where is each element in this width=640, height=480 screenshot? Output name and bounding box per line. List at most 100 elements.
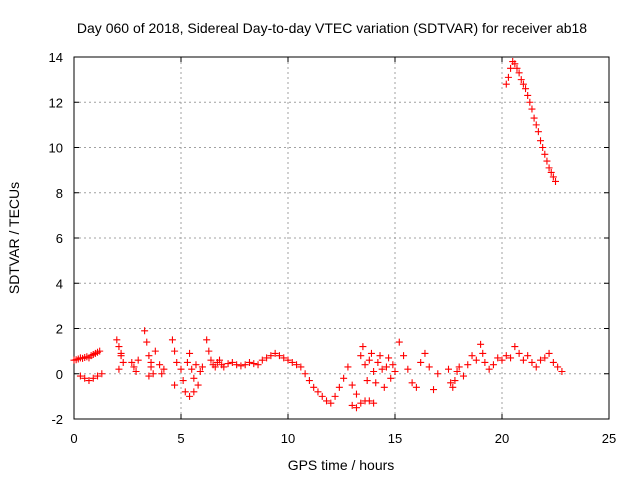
data-point <box>537 137 545 145</box>
data-point <box>489 361 497 369</box>
data-point <box>241 361 249 369</box>
data-point <box>382 363 390 371</box>
data-point <box>374 358 382 366</box>
data-point <box>151 347 159 355</box>
y-tick-label: 2 <box>56 322 63 337</box>
data-point <box>314 388 322 396</box>
y-tick-label: 10 <box>49 141 63 156</box>
data-point <box>192 361 200 369</box>
data-point <box>284 356 292 364</box>
data-point <box>532 363 540 371</box>
data-point <box>130 363 138 371</box>
x-axis-label: GPS time / hours <box>288 457 395 473</box>
data-point <box>81 374 89 382</box>
data-point <box>524 91 532 99</box>
data-point <box>119 358 127 366</box>
data-point <box>477 340 485 348</box>
data-point <box>258 356 266 364</box>
data-point <box>224 360 232 368</box>
y-tick-label: 6 <box>56 231 63 246</box>
data-point <box>340 374 348 382</box>
data-point <box>310 383 318 391</box>
data-point <box>365 356 373 364</box>
y-tick-label: 12 <box>49 95 63 110</box>
data-point <box>412 383 420 391</box>
data-point <box>541 354 549 362</box>
data-point <box>98 370 106 378</box>
data-point <box>389 361 397 369</box>
data-point <box>513 64 521 72</box>
data-point <box>143 338 151 346</box>
axis-ticks: 0 5 10 15 20 25 -2 0 2 4 6 8 10 12 14 <box>49 50 617 446</box>
data-point <box>171 381 179 389</box>
data-point <box>323 397 331 405</box>
data-point <box>94 372 102 380</box>
data-point <box>275 352 283 360</box>
y-tick-label: 4 <box>56 276 63 291</box>
data-point <box>335 383 343 391</box>
data-point <box>168 336 176 344</box>
data-point <box>196 367 204 375</box>
data-point <box>145 352 153 360</box>
data-point <box>280 354 288 362</box>
data-point <box>511 343 519 351</box>
data-point <box>494 354 502 362</box>
y-tick-label: 8 <box>56 186 63 201</box>
data-point <box>352 390 360 398</box>
data-point <box>132 367 140 375</box>
data-point <box>188 365 196 373</box>
data-point <box>400 352 408 360</box>
data-point <box>85 377 93 385</box>
data-point <box>455 363 463 371</box>
data-point <box>365 397 373 405</box>
data-point <box>502 80 510 88</box>
data-point <box>537 356 545 364</box>
data-point <box>190 388 198 396</box>
x-tick-label: 20 <box>495 431 509 446</box>
data-point <box>372 379 380 387</box>
data-point <box>89 374 97 382</box>
data-point <box>552 177 559 185</box>
y-tick-label: 0 <box>56 367 63 382</box>
data-point <box>421 349 429 357</box>
data-point <box>549 173 557 181</box>
data-point <box>297 363 305 371</box>
data-point <box>459 372 467 380</box>
data-point <box>267 352 275 360</box>
data-point <box>211 363 219 371</box>
data-point <box>511 60 519 68</box>
data-point <box>391 367 399 375</box>
data-point <box>293 361 301 369</box>
data-point <box>504 73 512 81</box>
data-point <box>348 381 356 389</box>
data-point <box>305 377 313 385</box>
data-point <box>171 347 179 355</box>
data-point <box>453 367 461 375</box>
data-point <box>385 354 393 362</box>
data-point <box>445 365 452 373</box>
data-point <box>547 168 555 176</box>
data-point <box>481 358 489 366</box>
chart-title: Day 060 of 2018, Sidereal Day-to-day VTE… <box>77 20 587 36</box>
data-point <box>524 352 532 360</box>
data-point <box>205 347 213 355</box>
data-point <box>549 358 557 366</box>
data-point <box>404 365 412 373</box>
data-point <box>449 383 457 391</box>
data-point <box>498 356 506 364</box>
data-point <box>263 354 271 362</box>
y-tick-label: 14 <box>49 50 63 65</box>
data-point <box>528 358 536 366</box>
data-point <box>530 114 538 122</box>
data-point <box>485 365 493 373</box>
data-point <box>149 370 157 378</box>
data-point <box>357 352 365 360</box>
data-point <box>515 349 523 357</box>
data-point <box>361 361 369 369</box>
data-point <box>370 399 378 407</box>
data-point <box>380 383 388 391</box>
data-point <box>507 64 515 72</box>
data-point <box>173 358 181 366</box>
data-point <box>519 356 527 364</box>
grid-lines <box>74 57 609 419</box>
